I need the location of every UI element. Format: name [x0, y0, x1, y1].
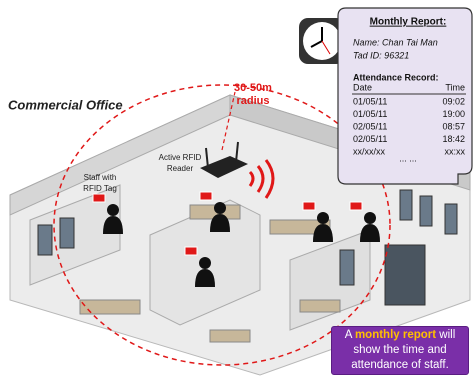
- staff-body: [360, 224, 380, 242]
- area-label: Commercial Office: [8, 97, 123, 112]
- record-date: 01/05/11: [353, 96, 387, 106]
- staff-body: [195, 269, 215, 287]
- staff-body: [313, 224, 333, 242]
- staff-label: Staff with: [84, 173, 117, 182]
- reader-label: Active RFID: [159, 153, 202, 162]
- range-circle: [53, 84, 391, 366]
- caption-highlight: monthly report: [354, 329, 437, 341]
- clock-hand: [310, 40, 323, 48]
- range-label: 30-50m: [234, 82, 272, 94]
- rfid-tag: [302, 201, 316, 211]
- record-time: 09:02: [442, 96, 465, 106]
- report-scroll: [337, 7, 473, 185]
- record-title: Attendance Record:: [353, 72, 439, 82]
- antenna: [235, 141, 239, 163]
- staff-body: [210, 214, 230, 232]
- column-header: Date: [353, 82, 372, 92]
- caption: A monthly report will show the time and …: [336, 328, 464, 373]
- rfid-tag: [199, 191, 213, 201]
- range-label: radius: [236, 95, 269, 107]
- room-wall: [29, 184, 121, 286]
- staff-head: [317, 212, 329, 224]
- antenna: [205, 147, 209, 169]
- radio-waves: [248, 159, 275, 199]
- caption-text: A: [344, 329, 352, 341]
- windows: [37, 189, 458, 306]
- report-tag: Tad ID: 96321: [353, 50, 409, 60]
- column-header: Time: [445, 82, 465, 92]
- reader-label: Reader: [167, 164, 194, 173]
- record-time: xx:xx: [444, 146, 465, 156]
- staff-body: [103, 216, 123, 234]
- record-date: 02/05/11: [353, 134, 387, 144]
- radius-line: [221, 91, 236, 151]
- rfid-tag: [184, 246, 198, 256]
- staff-label: RFID Tag: [83, 184, 117, 193]
- staff-head: [364, 212, 376, 224]
- clock-hand: [321, 40, 331, 55]
- record-time: 18:42: [442, 134, 465, 144]
- rfid-tag: [92, 193, 106, 203]
- record-date: 02/05/11: [353, 121, 387, 131]
- record-date: 01/05/11: [353, 109, 387, 119]
- desks: [79, 204, 341, 343]
- record-time: 19:00: [442, 109, 465, 119]
- caption-text: will show the time and attendance of sta…: [351, 329, 456, 371]
- report-title: Monthly Report:: [370, 17, 447, 28]
- caption-box: A monthly report will show the time and …: [331, 326, 469, 375]
- staff-head: [199, 257, 211, 269]
- rfid-tag: [349, 201, 363, 211]
- report-more: ... ...: [399, 153, 417, 163]
- record-time: 08:57: [442, 121, 465, 131]
- staff-head: [214, 202, 226, 214]
- record-date: xx/xx/xx: [353, 146, 386, 156]
- report-name: Name: Chan Tai Man: [353, 37, 438, 47]
- staff-head: [107, 204, 119, 216]
